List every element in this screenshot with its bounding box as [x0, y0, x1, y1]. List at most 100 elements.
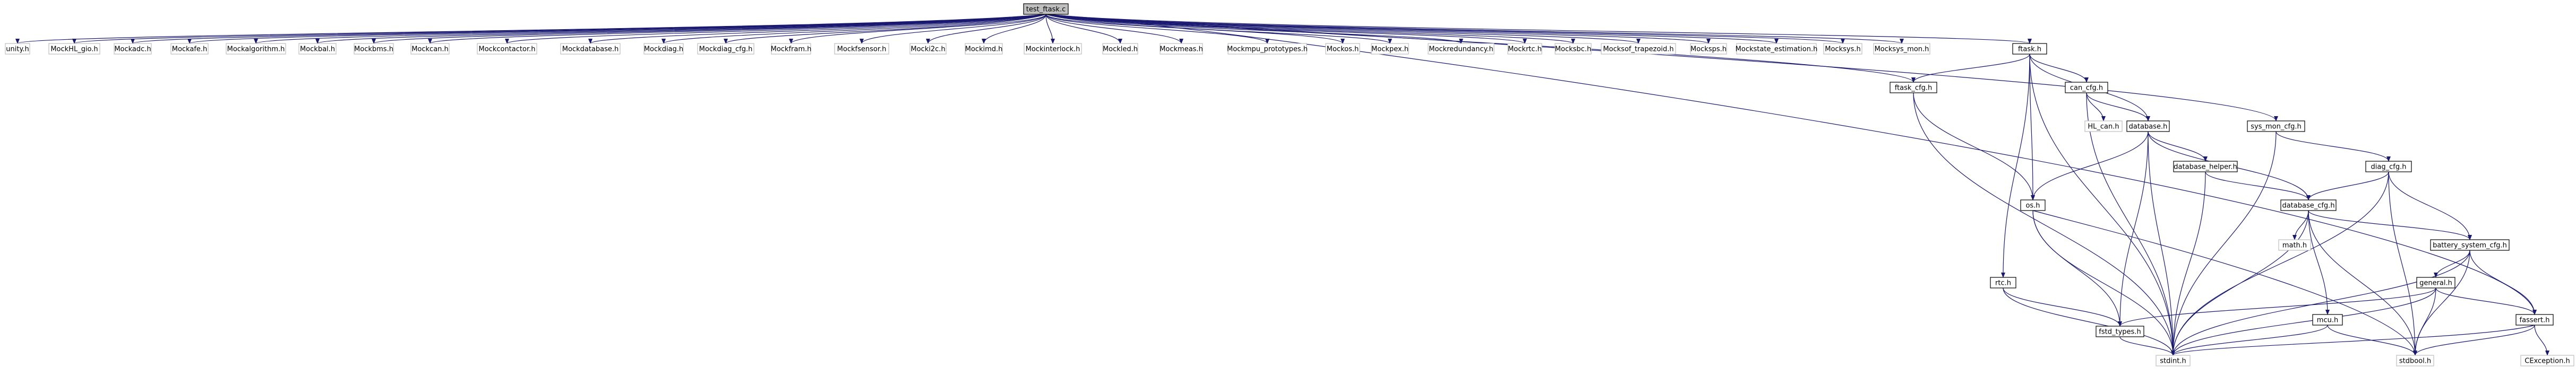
- node-root[interactable]: test_ftask.c: [1023, 3, 1069, 15]
- node-mhal_gpio: MockHL_gio.h: [48, 43, 100, 55]
- node-mafe: Mockafe.h: [170, 43, 209, 55]
- edge-root-to-mcan: [428, 14, 1046, 44]
- node-ftaskcfg[interactable]: ftask_cfg.h: [1890, 82, 1937, 93]
- node-box: [1690, 43, 1727, 55]
- edge-root-to-msoftrap: [1045, 14, 1641, 44]
- node-label: HL_can.h: [2088, 123, 2119, 131]
- edge-dbcfg-to-bscfg: [2308, 210, 2472, 240]
- node-os[interactable]: os.h: [2020, 199, 2046, 211]
- edge-root-to-mrtc: [1045, 14, 1527, 44]
- edge-root-to-msbc: [1045, 14, 1575, 44]
- node-diagcfg[interactable]: diag_cfg.h: [2365, 161, 2412, 172]
- node-box: [2065, 82, 2108, 93]
- node-box: [114, 43, 152, 55]
- nodes-layer: test_ftask.c unity.h MockHL_gio.h Mockadc.h…: [5, 3, 2574, 366]
- node-box: [834, 43, 889, 55]
- edge-root-to-mled: [1045, 14, 1122, 44]
- node-box: [2365, 161, 2412, 172]
- edge-rtc-to-stdint: [2003, 287, 2175, 356]
- node-label: Mockfsensor.h: [837, 46, 887, 54]
- edge-general-to-fassert: [2435, 287, 2537, 315]
- node-syscfg[interactable]: sys_mon_cfg.h: [2247, 120, 2305, 132]
- node-msoftrap: Mocksof_trapezoid.h: [1601, 43, 1676, 55]
- node-label: Mockpex.h: [1371, 46, 1409, 54]
- node-label: Mockcan.h: [411, 46, 449, 54]
- node-box: [1102, 43, 1138, 55]
- edge-ftask-to-cancfg: [2029, 54, 2089, 83]
- edge-dbcfg-to-mathh: [2292, 210, 2309, 240]
- node-unity: unity.h: [5, 43, 30, 55]
- node-box: [2280, 199, 2337, 211]
- node-label: database.h: [2129, 123, 2168, 131]
- edge-dbcfg-to-stdint: [2171, 210, 2309, 356]
- node-box: [1736, 43, 1817, 55]
- node-label: Mockdiag_cfg.h: [699, 46, 753, 54]
- node-label: sys_mon_cfg.h: [2251, 123, 2301, 131]
- edge-root-to-syscfg: [1045, 14, 2278, 121]
- node-label: rtc.h: [1995, 279, 2011, 287]
- node-box: [1555, 43, 1592, 55]
- node-mfram: Mockfram.h: [771, 43, 811, 55]
- edge-bscfg-to-stdbool: [2413, 250, 2470, 356]
- edge-database-to-dbhelper: [2148, 131, 2208, 162]
- edge-ftask-to-ftaskcfg: [1911, 54, 2030, 83]
- node-box: [1227, 43, 1307, 55]
- node-label: Mockafe.h: [172, 46, 208, 54]
- node-label: Mockbal.h: [300, 46, 335, 54]
- node-mstate: Mockstate_estimation.h: [1736, 43, 1817, 55]
- node-box: [354, 43, 394, 55]
- edge-root-to-mdiagcfg: [724, 14, 1046, 44]
- node-general[interactable]: general.h: [2416, 277, 2455, 288]
- node-mdiag: Mockdiag.h: [643, 43, 684, 55]
- node-fstd[interactable]: fstd_types.h: [2096, 326, 2144, 337]
- node-box: [1023, 3, 1069, 15]
- edge-fassert-to-stdbool: [2413, 325, 2535, 356]
- node-box: [170, 43, 209, 55]
- node-madc: Mockadc.h: [114, 43, 152, 55]
- node-box: [1601, 43, 1676, 55]
- node-bscfg[interactable]: battery_system_cfg.h: [2430, 239, 2510, 251]
- edge-dbhelper-to-dbcfg: [2205, 171, 2311, 200]
- edge-root-to-mpex: [1045, 14, 1392, 44]
- node-box: [298, 43, 337, 55]
- edge-general-to-fstd: [2118, 287, 2436, 327]
- edge-diagcfg-to-dbcfg: [2306, 171, 2389, 200]
- node-dbhelper[interactable]: database_helper.h: [2173, 161, 2238, 172]
- edge-root-to-mdiag: [662, 14, 1046, 44]
- edge-root-to-mstate: [1045, 14, 1779, 44]
- edge-ftaskcfg-to-os: [1913, 92, 2035, 200]
- node-label: Mockrtc.h: [1508, 46, 1542, 54]
- node-box: [2156, 355, 2191, 366]
- node-fassert[interactable]: fassert.h: [2515, 314, 2554, 326]
- node-label: ftask_cfg.h: [1895, 84, 1933, 92]
- edge-root-to-mredundancy: [1045, 14, 1463, 44]
- node-box: [2173, 161, 2238, 172]
- node-cancfg[interactable]: can_cfg.h: [2065, 82, 2108, 93]
- edge-root-to-malgo: [254, 14, 1046, 44]
- node-box: [1325, 43, 1360, 55]
- node-dbcfg[interactable]: database_cfg.h: [2280, 199, 2337, 211]
- node-malgo: Mockalgorithm.h: [226, 43, 286, 55]
- node-label: Mockmpu_prototypes.h: [1227, 46, 1308, 54]
- node-label: math.h: [2282, 242, 2307, 250]
- node-box: [643, 43, 684, 55]
- node-database[interactable]: database.h: [2126, 120, 2170, 132]
- node-cexc: CException.h: [2520, 355, 2574, 366]
- node-box: [48, 43, 100, 55]
- node-ftask[interactable]: ftask.h: [2012, 43, 2047, 55]
- node-mcu[interactable]: mcu.h: [2312, 314, 2343, 326]
- edge-os-to-stdbool: [2032, 210, 2417, 356]
- node-rtc[interactable]: rtc.h: [1990, 277, 2016, 288]
- node-label: stdint.h: [2160, 357, 2186, 365]
- node-box: [2020, 199, 2046, 211]
- node-mathh: math.h: [2278, 239, 2311, 251]
- edge-root-to-msys: [1045, 14, 1845, 44]
- node-box: [1990, 277, 2016, 288]
- edge-root-to-mcontactor: [505, 14, 1046, 44]
- node-box: [2520, 355, 2574, 366]
- edge-os-to-stdint: [2032, 210, 2175, 356]
- edge-database-to-os: [2031, 131, 2149, 200]
- node-box: [2084, 120, 2123, 132]
- edge-ftask-to-stdint: [2029, 54, 2175, 356]
- node-label: fstd_types.h: [2099, 328, 2141, 336]
